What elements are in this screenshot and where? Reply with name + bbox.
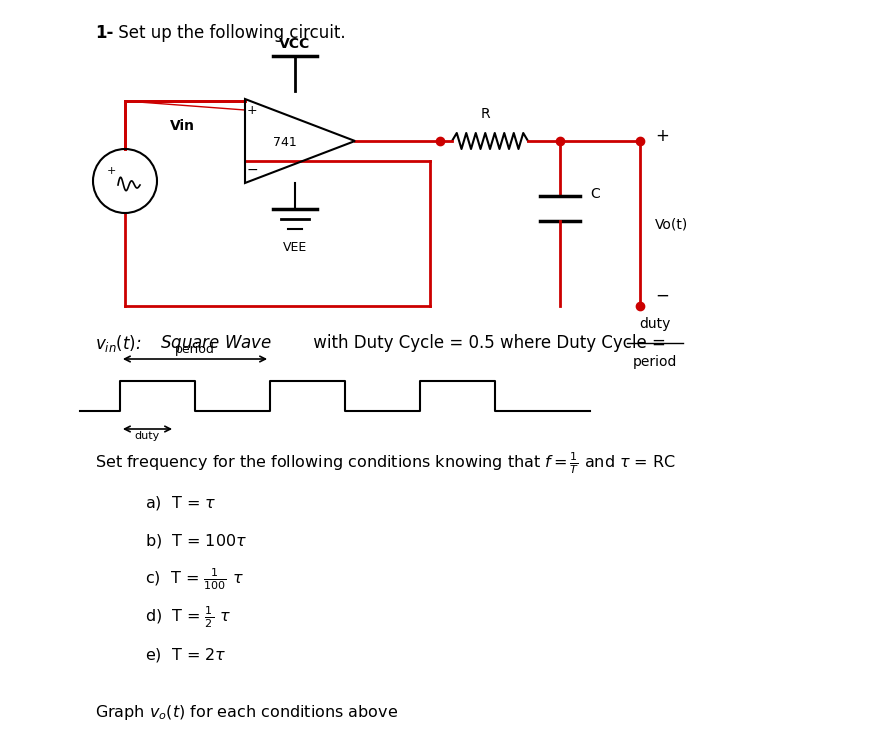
Text: −: − bbox=[655, 287, 669, 305]
Text: R: R bbox=[480, 107, 490, 121]
Text: +: + bbox=[106, 166, 116, 176]
Text: duty: duty bbox=[134, 431, 159, 441]
Text: Set frequency for the following conditions knowing that $f = \frac{1}{T}$ and $\: Set frequency for the following conditio… bbox=[95, 450, 676, 476]
Text: $\it{Square\ Wave}$: $\it{Square\ Wave}$ bbox=[160, 333, 273, 354]
Text: duty: duty bbox=[639, 317, 671, 331]
Text: Set up the following circuit.: Set up the following circuit. bbox=[113, 24, 346, 42]
Text: +: + bbox=[246, 104, 257, 116]
Text: d)  T = $\frac{1}{2}$ $\tau$: d) T = $\frac{1}{2}$ $\tau$ bbox=[145, 604, 231, 630]
Text: VEE: VEE bbox=[283, 241, 307, 254]
Text: period: period bbox=[175, 343, 215, 356]
Text: b)  T = 100$\tau$: b) T = 100$\tau$ bbox=[145, 532, 247, 550]
Text: c)  T = $\frac{1}{100}$ $\tau$: c) T = $\frac{1}{100}$ $\tau$ bbox=[145, 566, 244, 592]
Text: VCC: VCC bbox=[280, 37, 311, 51]
Text: a)  T = $\tau$: a) T = $\tau$ bbox=[145, 494, 216, 512]
Text: 1-: 1- bbox=[95, 24, 113, 42]
Text: +: + bbox=[655, 127, 669, 145]
Text: Vin: Vin bbox=[170, 119, 195, 133]
Text: Graph $v_o(t)$ for each conditions above: Graph $v_o(t)$ for each conditions above bbox=[95, 704, 398, 722]
Text: −: − bbox=[246, 163, 258, 177]
Text: with Duty Cycle = 0.5 where Duty Cycle =: with Duty Cycle = 0.5 where Duty Cycle = bbox=[308, 334, 672, 352]
Text: Vo(t): Vo(t) bbox=[655, 217, 688, 231]
Text: e)  T = 2$\tau$: e) T = 2$\tau$ bbox=[145, 646, 226, 664]
Text: C: C bbox=[590, 187, 600, 201]
Text: 741: 741 bbox=[273, 137, 297, 149]
Text: period: period bbox=[633, 355, 677, 369]
Text: $v_{in}(t)$:: $v_{in}(t)$: bbox=[95, 333, 142, 354]
